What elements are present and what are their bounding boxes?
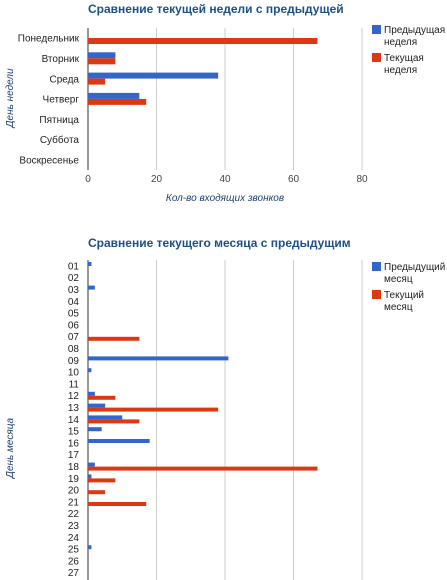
chart2-legend-swatch [372, 262, 381, 271]
chart2-category-label: 20 [68, 486, 80, 497]
chart2-category-label: 26 [68, 556, 80, 567]
chart2-bar-current [88, 395, 116, 400]
chart2-category-label: 24 [68, 533, 80, 544]
chart2-bar-previous [88, 356, 229, 361]
chart2-bar-previous [88, 368, 92, 373]
chart1-x-tick-label: 60 [288, 174, 300, 185]
chart1-legend-swatch [372, 25, 381, 34]
chart1-category-label: Среда [49, 74, 79, 85]
chart2-bar-previous [88, 262, 92, 266]
chart1-bar-current [88, 58, 116, 65]
chart2-category-label: 09 [68, 356, 80, 367]
chart1-bar-previous [88, 92, 140, 99]
chart1-legend-label: Предыдущая неделя [384, 25, 445, 48]
chart2-category-label: 12 [68, 391, 80, 402]
chart2-category-label: 07 [68, 332, 80, 343]
chart2-bar-previous [88, 427, 102, 432]
chart1-x-tick-label: 0 [85, 174, 91, 185]
chart2-bar-previous [88, 285, 95, 290]
chart1-bar-current [88, 38, 318, 44]
chart2-category-label: 27 [68, 568, 80, 579]
chart2-bar-previous [88, 545, 92, 550]
chart2-bar-previous [88, 415, 123, 420]
chart1-y-axis-title: День недели [5, 68, 16, 128]
chart2-category-label: 19 [68, 474, 80, 485]
chart2-bar-current [88, 466, 318, 471]
chart2-category-label: 11 [69, 379, 80, 390]
chart1-category-label: Воскресенье [19, 155, 79, 166]
chart2-legend-swatch [372, 290, 381, 299]
chart2-category-label: 10 [68, 368, 80, 379]
chart1-bar-previous [88, 72, 219, 79]
chart2-bar-previous [88, 403, 106, 408]
chart2-category-label: 14 [68, 415, 80, 426]
chart1-title: Сравнение текущей недели с предыдущей [88, 2, 344, 16]
chart2-bar-previous [88, 439, 150, 443]
chart1-category-label: Понедельник [18, 34, 80, 45]
chart1-bar-previous [88, 52, 116, 59]
chart1-x-tick-label: 80 [356, 174, 368, 185]
chart2-category-label: 17 [68, 450, 80, 461]
chart1-category-label: Пятница [39, 115, 79, 126]
chart1-weekly-comparison: 0 20 40 60 80 Понедельник Вторник Среда Четверг П… [5, 25, 445, 204]
chart1-bar-current [88, 78, 106, 85]
chart2-legend-label: Текущий месяц [384, 290, 424, 313]
chart2-bar-current [88, 490, 106, 495]
chart1-x-tick-label: 20 [151, 174, 163, 185]
chart1-legend-swatch [372, 53, 381, 62]
chart2-category-label: 01 [68, 261, 80, 272]
chart1-category-label: Четверг [43, 95, 80, 106]
chart2-category-label: 03 [68, 285, 80, 296]
chart1-legend-label: Текущая неделя [384, 53, 424, 76]
chart2-monthly-comparison: 0102030405060708091011121314151617181920… [5, 260, 445, 580]
chart2-bar-current [88, 502, 147, 506]
chart2-bar-current [88, 419, 140, 424]
chart2-category-label: 02 [68, 273, 80, 284]
chart2-category-label: 05 [68, 309, 80, 320]
chart2-bar-current [88, 336, 140, 341]
chart2-category-label: 08 [68, 344, 80, 355]
chart2-title: Сравнение текущего месяца с предыдущим [88, 236, 351, 250]
chart1-bar-current [88, 98, 147, 105]
chart2-bar-current [88, 478, 116, 483]
chart2-category-label: 25 [68, 545, 80, 556]
chart2-y-axis-title: День месяца [5, 417, 16, 479]
chart2-bar-current [88, 407, 219, 412]
chart1-category-label: Суббота [40, 134, 80, 146]
chart2-bar-previous [88, 474, 92, 479]
chart2-category-label: 23 [68, 521, 80, 532]
chart1-category-label: Вторник [42, 54, 80, 65]
chart1-x-tick-label: 40 [219, 174, 231, 185]
chart1-x-axis-title: Кол-во входящих звонков [166, 193, 284, 204]
chart2-category-label: 13 [68, 403, 80, 414]
chart2-category-label: 18 [68, 462, 80, 473]
chart2-category-label: 16 [68, 438, 80, 449]
chart2-bar-previous [88, 462, 95, 467]
chart2-category-label: 15 [68, 427, 80, 438]
chart2-bar-previous [88, 391, 95, 396]
chart2-category-label: 22 [68, 509, 80, 520]
chart2-category-label: 21 [68, 497, 80, 508]
chart2-legend-label: Предыдущий месяц [384, 262, 445, 285]
chart2-category-label: 04 [68, 297, 80, 308]
chart2-category-label: 06 [68, 320, 80, 331]
